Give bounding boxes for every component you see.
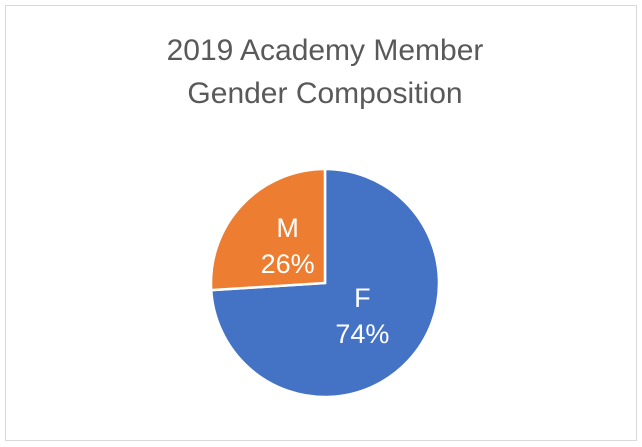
chart-title: Gender Composition (187, 77, 462, 110)
slice-value-label: 74% (335, 319, 389, 349)
slice-category-label: M (276, 213, 299, 243)
slice-category-label: F (354, 283, 371, 313)
slice-value-label: 26% (261, 249, 315, 279)
pie-slice (209, 167, 327, 292)
chart-title: 2019 Academy Member (167, 34, 484, 67)
